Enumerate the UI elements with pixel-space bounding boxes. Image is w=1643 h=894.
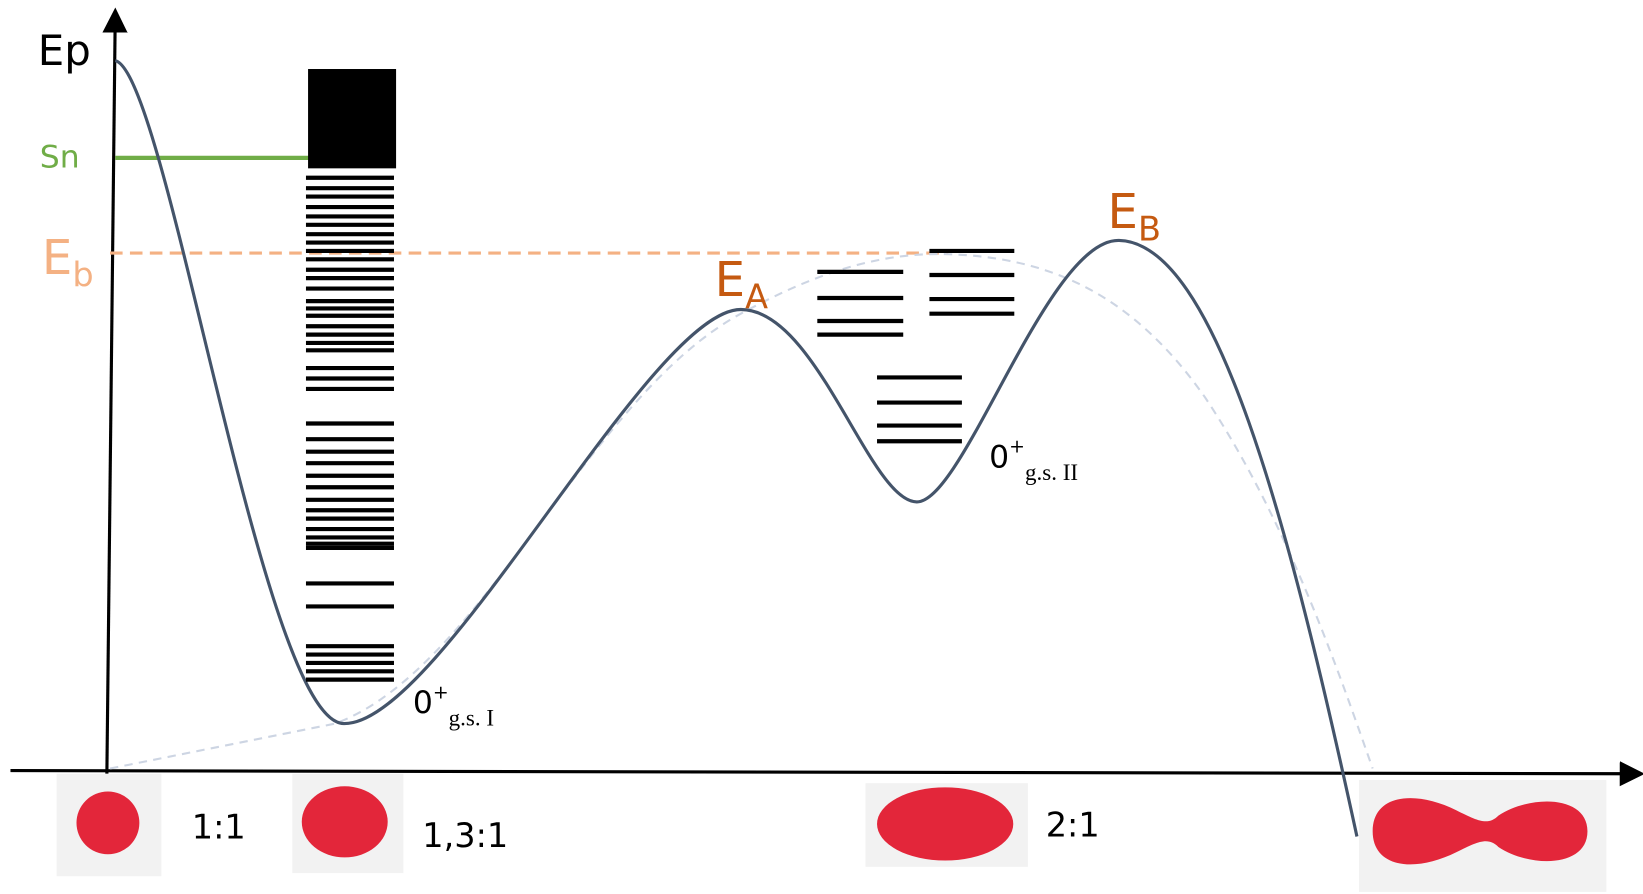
axis-label: Ep xyxy=(38,26,91,75)
y-axis xyxy=(107,13,115,774)
shape-ratio: 1,3:1 xyxy=(422,816,508,855)
reference-curve xyxy=(110,254,1373,768)
eb-barrier-label: EB xyxy=(1108,184,1161,248)
shape-ratio: 2:1 xyxy=(1046,806,1100,845)
gs2-label: 0+g.s. II xyxy=(989,437,1078,485)
x-axis xyxy=(10,771,1639,774)
shape-sphere xyxy=(76,792,139,855)
continuum-block xyxy=(308,69,396,168)
ea-label: EA xyxy=(715,252,768,316)
sn-label: Sn xyxy=(40,139,80,175)
eb-label: Eb xyxy=(42,230,94,294)
shape-ellipse xyxy=(302,786,388,857)
potential-curve xyxy=(115,61,1357,837)
gs1-label: 0+g.s. I xyxy=(413,682,494,730)
shape-ratio: 1:1 xyxy=(192,808,246,847)
fission-barrier-diagram: Ep Sn Eb EA EB 0+g.s. I 0+g.s. II 1:1 1,… xyxy=(0,0,1643,894)
shape-ellipse xyxy=(877,787,1013,860)
